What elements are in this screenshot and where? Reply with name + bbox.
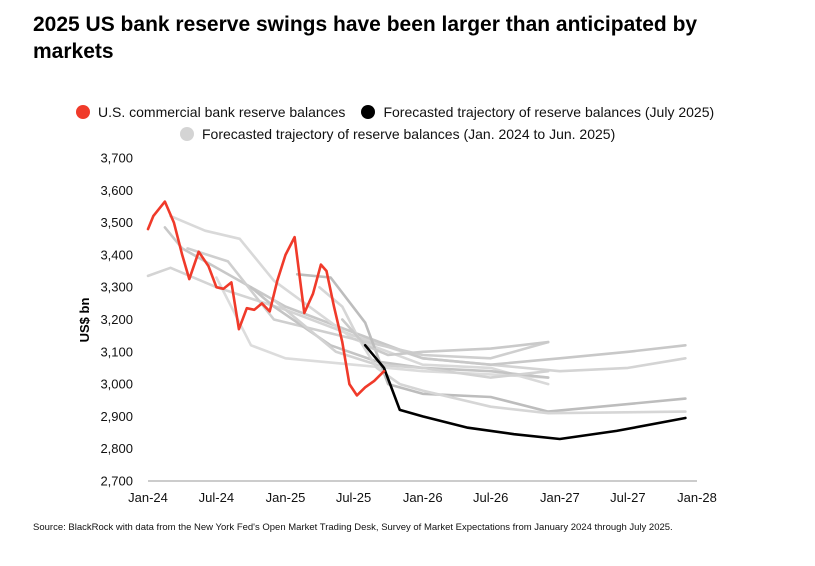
x-tick-label: Jan-27: [540, 490, 580, 505]
y-tick-label: 3,600: [100, 183, 133, 198]
series-layer: [146, 200, 687, 441]
legend-item-past-forecasts: Forecasted trajectory of reserve balance…: [180, 126, 615, 142]
x-tick-label: Jan-24: [128, 490, 168, 505]
legend-item-july-forecast: Forecasted trajectory of reserve balance…: [361, 104, 714, 120]
x-tick-label: Jan-28: [677, 490, 717, 505]
y-axis: 2,700 2,800 2,900 3,000 3,100 3,200 3,300 3,400…: [100, 151, 133, 489]
legend-swatch-july-forecast: [361, 105, 376, 119]
y-tick-label: 3,400: [100, 247, 133, 262]
series-line-past-forecast: [215, 276, 550, 379]
series-line-past-forecast: [318, 285, 687, 415]
x-tick-label: Jul-27: [610, 490, 645, 505]
series-line-july-forecast: [363, 343, 687, 441]
y-tick-label: 3,300: [100, 280, 133, 295]
x-tick-label: Jan-26: [403, 490, 443, 505]
x-tick-label: Jul-24: [199, 490, 234, 505]
series-line-past-forecast: [340, 318, 550, 357]
legend-swatch-actual: [76, 105, 90, 119]
legend-row-2: Forecasted trajectory of reserve balance…: [180, 126, 631, 142]
legend-row-1: U.S. commercial bank reserve balances Fo…: [76, 104, 730, 120]
y-tick-label: 2,700: [100, 474, 133, 489]
series-line-past-forecast: [169, 214, 550, 386]
y-tick-label: 3,200: [100, 312, 133, 327]
x-tick-label: Jul-26: [473, 490, 508, 505]
legend-label-actual: U.S. commercial bank reserve balances: [98, 104, 346, 120]
series-line-past-forecast: [186, 247, 550, 360]
y-tick-label: 3,100: [100, 344, 133, 359]
series-line-past-forecast: [249, 285, 550, 379]
chart-title: 2025 US bank reserve swings have been la…: [33, 13, 698, 63]
y-tick-label: 3,700: [100, 151, 133, 166]
legend-item-actual: U.S. commercial bank reserve balances: [76, 104, 345, 120]
x-tick-label: Jul-25: [336, 490, 371, 505]
legend-label-past-forecasts: Forecasted trajectory of reserve balance…: [202, 126, 616, 142]
y-tick-label: 2,900: [100, 409, 133, 424]
x-axis: Jan-24 Jul-24 Jan-25 Jul-25 Jan-26 Jul-26 Jan-…: [128, 480, 717, 505]
y-tick-label: 2,800: [100, 441, 133, 456]
legend-swatch-past-forecasts: [180, 127, 194, 141]
y-axis-label: US$ bn: [77, 298, 92, 343]
x-tick-label: Jan-25: [266, 490, 306, 505]
source-note: Source: BlackRock with data from the New…: [33, 522, 673, 533]
series-line-past-forecast: [295, 272, 687, 413]
y-tick-label: 3,500: [100, 215, 133, 230]
legend-label-july-forecast: Forecasted trajectory of reserve balance…: [383, 104, 715, 120]
series-line-actual: [146, 200, 386, 397]
line-chart: 2,700 2,800 2,900 3,000 3,100 3,200 3,300 3,400…: [77, 151, 717, 506]
series-line-past-forecast: [272, 298, 550, 379]
y-tick-label: 3,000: [100, 377, 133, 392]
